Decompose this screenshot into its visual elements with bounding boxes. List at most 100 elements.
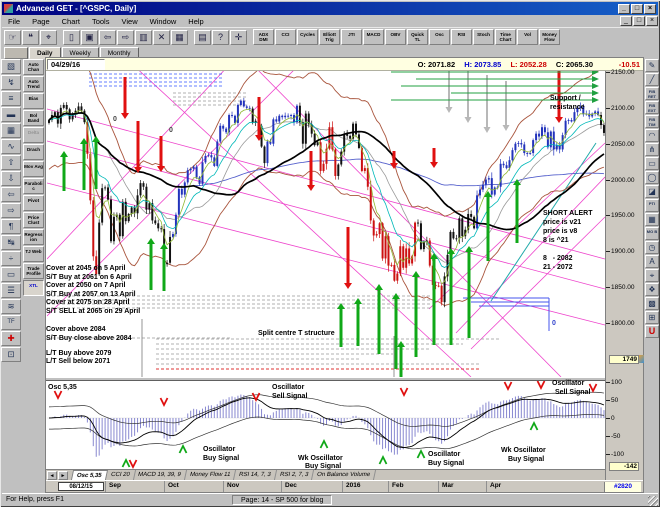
study-mov-avg[interactable]: Mov Avg	[23, 161, 44, 177]
menu-view[interactable]: View	[121, 16, 138, 26]
start-date-box[interactable]: 08/12/15	[58, 482, 104, 491]
menu-tools[interactable]: Tools	[91, 16, 110, 26]
toolbar-indicator-macd[interactable]: MACD	[363, 29, 384, 45]
toolbar-back-icon[interactable]: ⇦	[99, 29, 116, 45]
tab-daily[interactable]: Daily	[29, 47, 61, 59]
chart-date-box[interactable]: 04/29/16	[47, 58, 105, 70]
toolbar-indicator-obv[interactable]: OBV	[385, 29, 406, 45]
righttool-mob-tool[interactable]: MO B	[645, 227, 659, 240]
toolbar-indicator-quick-tl[interactable]: Quick TL	[407, 29, 428, 45]
toolbar-indicator-jti[interactable]: JTI	[341, 29, 362, 45]
study-pivot[interactable]: Pivot	[23, 195, 44, 211]
menu-file[interactable]: File	[8, 16, 21, 26]
righttool-pti-tool[interactable]: PTI	[645, 199, 659, 212]
oscillator-chart[interactable]	[47, 381, 605, 469]
scroll-right-button[interactable]: ►	[58, 470, 68, 480]
indicator-tab-on-balance-volume[interactable]: On Balance Volume	[312, 470, 377, 480]
righttool-clock-icon[interactable]: ◷	[645, 241, 659, 254]
lefttool-timeframe-icon[interactable]: TF	[1, 315, 21, 330]
righttool-u-tool[interactable]: U	[645, 325, 659, 338]
righttool-rectangle-icon[interactable]: ▭	[645, 157, 659, 170]
toolbar-close-chart-icon[interactable]: ✕	[153, 29, 170, 45]
menu-window[interactable]: Window	[149, 16, 177, 26]
price-chart[interactable]	[47, 71, 605, 377]
toolbar-pointer-tool-icon[interactable]: ☞	[4, 29, 21, 45]
lefttool-arrow-up-icon[interactable]: ⇧	[1, 155, 21, 170]
menu-chart[interactable]: Chart	[61, 16, 80, 26]
toolbar-open-chart-icon[interactable]: ▣	[81, 29, 98, 45]
maximize-button[interactable]: □	[631, 3, 643, 14]
righttool-trendline-icon[interactable]: ╱	[645, 73, 659, 86]
study-auto-trend[interactable]: Auto Trend	[23, 76, 44, 92]
righttool-ellipse-icon[interactable]: ◯	[645, 171, 659, 184]
study-parabolic[interactable]: Parabolic	[23, 178, 44, 194]
toolbar-indicator-vol[interactable]: Vol	[517, 29, 538, 45]
toolbar-indicator-money-flow[interactable]: Money Flow	[539, 29, 560, 45]
pane-splitter[interactable]	[46, 377, 643, 381]
toolbar-indicator-stoch[interactable]: Stoch	[473, 29, 494, 45]
toolbar-indicator-elliott-trig[interactable]: Elliott Trig	[319, 29, 340, 45]
lefttool-highlight-icon[interactable]: ▬	[1, 107, 21, 122]
lefttool-arrow-down-icon[interactable]: ⇩	[1, 171, 21, 186]
study-xtl[interactable]: XTL	[23, 280, 44, 296]
menu-help[interactable]: Help	[188, 16, 204, 26]
lefttool-pilcrow-icon[interactable]: ¶	[1, 219, 21, 234]
study-price-clust[interactable]: Price Clust	[23, 212, 44, 228]
resize-grip[interactable]	[648, 496, 658, 506]
study-drach[interactable]: Drach	[23, 144, 44, 160]
righttool-eraser-icon[interactable]: ◪	[645, 185, 659, 198]
scroll-left-button[interactable]: ◄	[47, 470, 57, 480]
lefttool-measure-icon[interactable]: ≡	[1, 91, 21, 106]
lefttool-arrow-left-icon[interactable]: ⇦	[1, 187, 21, 202]
righttool-fib-time-tool[interactable]: FIB TIM	[645, 115, 659, 128]
lefttool-divide-icon[interactable]: ÷	[1, 251, 21, 266]
study-bol-band[interactable]: Bol Band	[23, 110, 44, 126]
study-trade-profile[interactable]: Trade Profile	[23, 263, 44, 279]
indicator-tab-rsi-14-7-3[interactable]: RSI 14, 7, 3	[234, 470, 278, 480]
righttool-text-tool-icon[interactable]: A	[645, 255, 659, 268]
mdi-restore-button[interactable]: □	[633, 16, 645, 26]
righttool-grid-icon[interactable]: ▦	[645, 213, 659, 226]
righttool-fib-extension-tool[interactable]: FIB EXT	[645, 101, 659, 114]
toolbar-zoom-tool-icon[interactable]: ⌖	[40, 29, 57, 45]
toolbar-copy-page-icon[interactable]: ▥	[135, 29, 152, 45]
righttool-marquee-icon[interactable]: ▩	[645, 297, 659, 310]
toolbar-indicator-adx-dmi[interactable]: ADX DMI	[253, 29, 274, 45]
righttool-pencil-icon[interactable]: ✎	[645, 59, 659, 72]
indicator-tab-osc-5-35[interactable]: Osc 5,35	[70, 470, 108, 480]
lefttool-arrow-right-icon[interactable]: ⇨	[1, 203, 21, 218]
toolbar-indicator-rsi[interactable]: RSI	[451, 29, 472, 45]
lefttool-exit-icon[interactable]: ⊡	[1, 347, 21, 362]
lefttool-zigzag-icon[interactable]: ↯	[1, 75, 21, 90]
lefttool-open-icon[interactable]: ▧	[1, 59, 21, 74]
toolbar-context-help-icon[interactable]: ✛	[230, 29, 247, 45]
toolbar-indicator-time-chart[interactable]: Time Chart	[495, 29, 516, 45]
study-delta[interactable]: Delta	[23, 127, 44, 143]
mdi-minimize-button[interactable]: _	[620, 16, 632, 26]
toolbar-help-icon[interactable]: ?	[212, 29, 229, 45]
close-button[interactable]: ×	[644, 3, 656, 14]
toolbar-indicator-cci[interactable]: CCI	[275, 29, 296, 45]
righttool-palette-icon[interactable]: ❖	[645, 283, 659, 296]
lefttool-box-icon[interactable]: ▭	[1, 267, 21, 282]
righttool-copy-icon[interactable]: ⊞	[645, 311, 659, 324]
indicator-tab-rsi-2-7-3[interactable]: RSI 2, 7, 3	[274, 470, 315, 480]
righttool-arc-icon[interactable]: ◠	[645, 129, 659, 142]
righttool-magnify-icon[interactable]: ⌖	[645, 269, 659, 282]
toolbar-new-chart-icon[interactable]: ▯	[63, 29, 80, 45]
indicator-tab-money-flow-11[interactable]: Money Flow 11	[184, 470, 237, 480]
toolbar-indicator-cycles[interactable]: Cycles	[297, 29, 318, 45]
righttool-pitchfork-icon[interactable]: ⋔	[645, 143, 659, 156]
lefttool-study-icon[interactable]: ▦	[1, 123, 21, 138]
toolbar-print-icon[interactable]: ▤	[194, 29, 211, 45]
toolbar-indicator-osc[interactable]: Osc	[429, 29, 450, 45]
minimize-button[interactable]: _	[618, 3, 630, 14]
righttool-fib-retracement-tool[interactable]: FIB RET	[645, 87, 659, 100]
lefttool-waves-icon[interactable]: ≋	[1, 299, 21, 314]
toolbar-quotes-icon[interactable]: ❝	[22, 29, 39, 45]
lefttool-crosshair-icon[interactable]: ✚	[1, 331, 21, 346]
indicator-tab-macd-19-39-9[interactable]: MACD 19, 39, 9	[133, 470, 188, 480]
study-tj-web[interactable]: TJ Web	[23, 246, 44, 262]
lefttool-lines-icon[interactable]: ☰	[1, 283, 21, 298]
study-bias[interactable]: Bias	[23, 93, 44, 109]
